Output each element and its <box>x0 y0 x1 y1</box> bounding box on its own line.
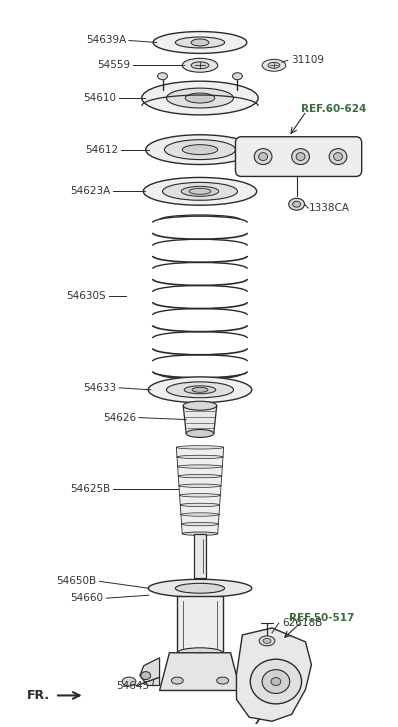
Ellipse shape <box>329 148 347 164</box>
Ellipse shape <box>189 188 211 194</box>
Ellipse shape <box>172 677 183 684</box>
Ellipse shape <box>148 377 252 403</box>
Text: 31109: 31109 <box>291 55 324 65</box>
Ellipse shape <box>148 579 252 597</box>
Ellipse shape <box>141 672 151 680</box>
Text: FR.: FR. <box>27 689 50 702</box>
Text: 54610: 54610 <box>83 93 116 103</box>
Ellipse shape <box>289 198 304 210</box>
Ellipse shape <box>259 153 267 161</box>
Ellipse shape <box>185 93 215 103</box>
Text: 62618B: 62618B <box>282 618 322 628</box>
Text: 54660: 54660 <box>70 593 103 603</box>
Text: 54633: 54633 <box>83 383 116 393</box>
Ellipse shape <box>180 503 220 507</box>
Ellipse shape <box>181 523 219 526</box>
Polygon shape <box>176 447 224 457</box>
Ellipse shape <box>181 186 219 196</box>
Polygon shape <box>140 658 160 686</box>
Ellipse shape <box>178 475 222 478</box>
Polygon shape <box>181 515 219 524</box>
Text: REF.60-624: REF.60-624 <box>300 104 366 114</box>
Text: 54650B: 54650B <box>57 577 96 586</box>
Ellipse shape <box>142 81 258 115</box>
Ellipse shape <box>186 430 214 438</box>
Polygon shape <box>183 406 217 433</box>
Ellipse shape <box>122 677 136 686</box>
Ellipse shape <box>176 446 224 449</box>
Ellipse shape <box>250 659 302 704</box>
Ellipse shape <box>182 145 218 155</box>
Polygon shape <box>160 653 240 691</box>
Ellipse shape <box>177 455 223 459</box>
Ellipse shape <box>292 148 309 164</box>
Ellipse shape <box>176 37 224 48</box>
Polygon shape <box>180 505 220 515</box>
Ellipse shape <box>232 73 242 80</box>
Text: 54625B: 54625B <box>70 484 110 494</box>
Ellipse shape <box>182 532 218 535</box>
Ellipse shape <box>181 513 219 516</box>
Text: 54559: 54559 <box>97 60 130 71</box>
Ellipse shape <box>217 677 228 684</box>
Text: 54630S: 54630S <box>67 291 106 300</box>
Polygon shape <box>236 628 311 721</box>
Text: 54645: 54645 <box>117 680 150 691</box>
Ellipse shape <box>296 153 305 161</box>
Ellipse shape <box>179 484 221 487</box>
Ellipse shape <box>176 583 224 593</box>
Ellipse shape <box>184 386 216 394</box>
Ellipse shape <box>262 60 286 71</box>
Ellipse shape <box>263 638 271 643</box>
Ellipse shape <box>166 382 234 398</box>
Polygon shape <box>179 486 221 495</box>
Ellipse shape <box>143 177 257 205</box>
Polygon shape <box>178 476 222 486</box>
Ellipse shape <box>153 31 247 53</box>
Ellipse shape <box>183 401 217 410</box>
Text: 54623A: 54623A <box>70 186 110 196</box>
Ellipse shape <box>259 636 275 646</box>
Text: 54626: 54626 <box>103 413 136 422</box>
Polygon shape <box>179 495 220 505</box>
Ellipse shape <box>179 494 220 497</box>
Ellipse shape <box>271 678 281 686</box>
Polygon shape <box>177 596 222 653</box>
Ellipse shape <box>164 140 236 159</box>
Ellipse shape <box>293 201 300 207</box>
Ellipse shape <box>162 182 238 200</box>
Polygon shape <box>178 467 222 476</box>
Ellipse shape <box>166 88 234 108</box>
Ellipse shape <box>268 63 280 68</box>
Ellipse shape <box>177 648 222 658</box>
Polygon shape <box>181 524 219 534</box>
Ellipse shape <box>191 62 209 69</box>
Ellipse shape <box>334 153 342 161</box>
Ellipse shape <box>191 39 209 46</box>
Text: REF.50-517: REF.50-517 <box>289 613 354 623</box>
Ellipse shape <box>262 670 290 694</box>
Ellipse shape <box>182 58 218 72</box>
FancyBboxPatch shape <box>236 137 362 177</box>
Ellipse shape <box>158 73 168 80</box>
Text: 1338CA: 1338CA <box>308 203 349 213</box>
Ellipse shape <box>192 387 208 393</box>
Polygon shape <box>194 534 206 579</box>
Ellipse shape <box>178 465 222 468</box>
Polygon shape <box>177 457 223 467</box>
Text: 54639A: 54639A <box>86 36 126 46</box>
Ellipse shape <box>254 148 272 164</box>
Ellipse shape <box>146 134 254 164</box>
Text: 54612: 54612 <box>85 145 118 155</box>
